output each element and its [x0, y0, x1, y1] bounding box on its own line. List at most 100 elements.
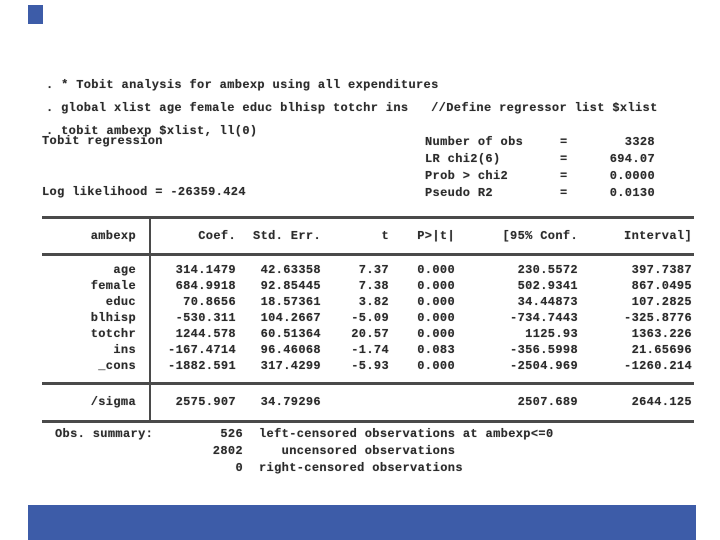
stat-label: Pseudo R2: [425, 186, 493, 200]
cell-p: 0.000: [417, 279, 455, 293]
table-header-section: ambexp Coef. Std. Err. t P>|t| [95% Conf…: [42, 219, 694, 253]
cell-varname: /sigma: [90, 395, 136, 409]
cell-conf-low: 2507.689: [517, 395, 578, 409]
column-header-t: t: [381, 229, 389, 243]
summary-label: Obs. summary:: [55, 427, 154, 441]
table-row-totchr: totchr 1244.578 60.51364 20.57 0.000 112…: [42, 326, 694, 342]
cell-varname: ins: [113, 343, 136, 357]
cell-varname: totchr: [90, 327, 136, 341]
slide-accent-square: [28, 5, 43, 24]
cell-coef: -167.4714: [168, 343, 236, 357]
table-row-sigma: /sigma 2575.907 34.79296 2507.689 2644.1…: [42, 394, 694, 410]
table-rule-bottom: [42, 420, 694, 423]
cell-p: 0.000: [417, 311, 455, 325]
cell-p: [389, 394, 455, 410]
stat-row-pseudo-r2: Pseudo R2 = 0.0130: [425, 185, 655, 202]
cell-coef: 2575.907: [175, 395, 236, 409]
column-header-p: P>|t|: [417, 229, 455, 243]
cell-conf-high: 21.65696: [631, 343, 692, 357]
cell-conf-high: -325.8776: [624, 311, 692, 325]
cell-stderr: 92.85445: [260, 279, 321, 293]
column-header-coef: Coef.: [198, 229, 236, 243]
stat-value: 0.0130: [609, 186, 655, 200]
cell-t: -1.74: [351, 343, 389, 357]
cell-coef: 70.8656: [183, 295, 236, 309]
cell-conf-low: 502.9341: [517, 279, 578, 293]
cell-p: 0.000: [417, 327, 455, 341]
summary-label: [55, 443, 165, 460]
cell-stderr: 317.4299: [260, 359, 321, 373]
summary-desc: left-censored observations at ambexp<=0: [259, 427, 554, 441]
summary-desc: uncensored observations: [259, 444, 456, 458]
cell-t: [321, 394, 389, 410]
equals-sign: =: [560, 169, 568, 183]
stat-row-lr-chi2: LR chi2(6) = 694.07: [425, 151, 655, 168]
cell-t: -5.93: [351, 359, 389, 373]
depvar-header: ambexp: [90, 229, 136, 243]
cell-conf-high: 867.0495: [631, 279, 692, 293]
table-row-cons: _cons -1882.591 317.4299 -5.93 0.000 -25…: [42, 358, 694, 374]
table-rule-header-bottom: [42, 253, 694, 256]
stat-value: 0.0000: [609, 169, 655, 183]
cell-varname: blhisp: [90, 311, 136, 325]
command-line: . * Tobit analysis for ambexp using all …: [46, 78, 439, 92]
stat-label: Prob > chi2: [425, 169, 509, 183]
cell-stderr: 18.57361: [260, 295, 321, 309]
summary-count: 2802: [212, 444, 243, 458]
summary-line-right-censored: 0 right-censored observations: [55, 460, 554, 477]
cell-conf-high: 1363.226: [631, 327, 692, 341]
command-line: . tobit ambexp $xlist, ll(0): [46, 124, 258, 138]
cell-t: 7.38: [358, 279, 389, 293]
stat-value: 3328: [624, 135, 655, 149]
table-rule-sigma-top: [42, 382, 694, 385]
cell-p: 0.000: [417, 295, 455, 309]
stat-value: 694.07: [609, 152, 655, 166]
table-row-blhisp: blhisp -530.311 104.2667 -5.09 0.000 -73…: [42, 310, 694, 326]
cell-conf-high: 397.7387: [631, 263, 692, 277]
table-row-female: female 684.9918 92.85445 7.38 0.000 502.…: [42, 278, 694, 294]
cell-p: 0.000: [417, 359, 455, 373]
cell-p: 0.000: [417, 263, 455, 277]
cell-varname: age: [113, 263, 136, 277]
cell-varname: _cons: [98, 359, 136, 373]
cell-coef: 314.1479: [175, 263, 236, 277]
cell-conf-low: 34.44873: [517, 295, 578, 309]
equals-sign: =: [560, 152, 568, 166]
summary-count: 526: [220, 427, 243, 441]
table-sigma-section: /sigma 2575.907 34.79296 2507.689 2644.1…: [42, 385, 694, 420]
equals-sign: =: [560, 186, 568, 200]
cell-stderr: 104.2667: [260, 311, 321, 325]
cell-coef: -530.311: [175, 311, 236, 325]
table-row-educ: educ 70.8656 18.57361 3.82 0.000 34.4487…: [42, 294, 694, 310]
cell-stderr: 60.51364: [260, 327, 321, 341]
model-stats: Number of obs = 3328 LR chi2(6) = 694.07…: [425, 134, 655, 202]
cell-conf-low: 230.5572: [517, 263, 578, 277]
cell-t: 3.82: [358, 295, 389, 309]
cell-coef: 1244.578: [175, 327, 236, 341]
cell-stderr: 34.79296: [260, 395, 321, 409]
cell-coef: 684.9918: [175, 279, 236, 293]
cell-conf-low: -734.7443: [510, 311, 578, 325]
summary-label: [55, 460, 165, 477]
log-likelihood: Log likelihood = -26359.424: [42, 185, 246, 199]
summary-line-left-censored: Obs. summary: 526 left-censored observat…: [55, 426, 554, 443]
command-line: . global xlist age female educ blhisp to…: [46, 101, 658, 115]
stat-label: LR chi2(6): [425, 152, 501, 166]
cell-conf-low: -356.5998: [510, 343, 578, 357]
summary-line-uncensored: 2802 uncensored observations: [55, 443, 554, 460]
table-rule-top: [42, 216, 694, 219]
cell-conf-high: -1260.214: [624, 359, 692, 373]
results-table: ambexp Coef. Std. Err. t P>|t| [95% Conf…: [42, 216, 694, 423]
cell-t: -5.09: [351, 311, 389, 325]
stat-row-number-of-obs: Number of obs = 3328: [425, 134, 655, 151]
cell-stderr: 96.46068: [260, 343, 321, 357]
command-block: . * Tobit analysis for ambexp using all …: [46, 74, 658, 143]
table-row-ins: ins -167.4714 96.46068 -1.74 0.083 -356.…: [42, 342, 694, 358]
table-vertical-divider: [149, 216, 151, 423]
cell-t: 7.37: [358, 263, 389, 277]
stat-label: Number of obs: [425, 135, 524, 149]
obs-summary: Obs. summary: 526 left-censored observat…: [55, 426, 554, 477]
column-header-stderr: Std. Err.: [253, 229, 321, 243]
table-row-age: age 314.1479 42.63358 7.37 0.000 230.557…: [42, 262, 694, 278]
